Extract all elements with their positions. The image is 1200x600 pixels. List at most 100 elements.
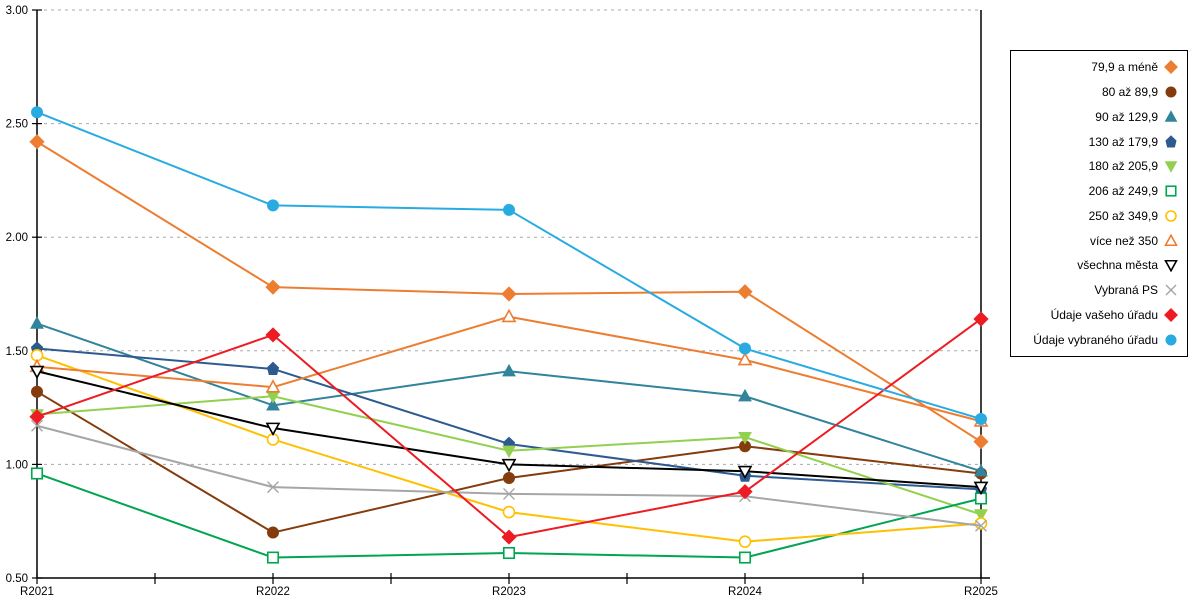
data-point-marker bbox=[737, 465, 753, 480]
x-legend-marker-icon bbox=[1165, 284, 1177, 296]
legend-item: 79,9 a méně bbox=[1011, 60, 1187, 74]
triangle-up-legend-marker-icon bbox=[1164, 233, 1178, 246]
y-tick-label: 0.50 bbox=[6, 573, 28, 585]
data-point-marker bbox=[266, 361, 280, 375]
y-tick-label: 2.00 bbox=[6, 232, 28, 244]
legend-item-label: Vybraná PS bbox=[1094, 283, 1158, 298]
legend-item: 180 až 205,9 bbox=[1011, 159, 1187, 173]
diamond-icon bbox=[1164, 307, 1178, 322]
legend: 79,9 a méně 80 až 89,9 90 až 129,9 130 až 1… bbox=[1010, 50, 1188, 357]
diamond-icon bbox=[1164, 60, 1178, 75]
x-stroke bbox=[31, 419, 43, 432]
triangle-down-legend-marker-icon bbox=[1164, 260, 1178, 273]
data-point-marker bbox=[501, 308, 517, 323]
pentagon-legend-marker-icon bbox=[1165, 134, 1177, 148]
legend-item: Údaje vašeho úřadu bbox=[1011, 308, 1187, 322]
y-tick-label: 2.50 bbox=[6, 119, 28, 131]
circle-legend-marker-icon bbox=[1165, 86, 1177, 98]
data-point-marker bbox=[265, 422, 281, 437]
x-stroke bbox=[975, 519, 987, 532]
legend-item-label: všechna města bbox=[1077, 258, 1158, 273]
data-point-marker bbox=[502, 445, 516, 459]
diamond-legend-marker-icon bbox=[1164, 60, 1178, 75]
data-point-marker bbox=[737, 484, 753, 500]
legend-item: Údaje vybraného úřadu bbox=[1011, 333, 1187, 347]
data-point-marker bbox=[502, 505, 516, 519]
data-point-marker bbox=[267, 481, 279, 494]
data-point-marker bbox=[737, 351, 753, 366]
legend-item: 250 až 349,9 bbox=[1011, 209, 1187, 223]
data-point-marker bbox=[974, 463, 988, 477]
data-point-marker bbox=[973, 434, 989, 450]
data-point-marker bbox=[267, 199, 279, 212]
data-point-marker bbox=[501, 529, 517, 545]
data-point-marker bbox=[265, 327, 281, 343]
legend-item-label: více než 350 bbox=[1089, 233, 1158, 248]
data-point-marker bbox=[265, 379, 281, 393]
legend-item: 80 až 89,9 bbox=[1011, 85, 1187, 99]
x-stroke bbox=[1165, 284, 1177, 296]
data-point-marker bbox=[267, 526, 279, 539]
legend-item: 90 až 129,9 bbox=[1011, 110, 1187, 124]
data-point-marker bbox=[29, 134, 45, 150]
legend-item: 206 až 249,9 bbox=[1011, 184, 1187, 198]
legend-item: všechna města bbox=[1011, 258, 1187, 273]
circle-legend-marker-icon bbox=[1165, 334, 1177, 346]
x-tick-label: R2025 bbox=[964, 586, 998, 598]
diamond-legend-marker-icon bbox=[1164, 307, 1178, 322]
data-point-marker bbox=[29, 365, 45, 380]
data-point-marker bbox=[501, 458, 517, 473]
legend-item-label: 90 až 129,9 bbox=[1095, 109, 1158, 124]
circle-icon bbox=[1165, 86, 1177, 98]
triangle-down-icon bbox=[1164, 260, 1178, 273]
x-stroke bbox=[503, 487, 515, 500]
legend-item-label: 250 až 349,9 bbox=[1088, 208, 1158, 223]
data-point-marker bbox=[265, 279, 281, 295]
triangle-up-legend-marker-icon bbox=[1164, 110, 1178, 122]
legend-item-label: 130 až 179,9 bbox=[1088, 134, 1158, 149]
data-point-marker bbox=[31, 106, 43, 119]
data-point-marker bbox=[974, 509, 988, 522]
square-icon bbox=[1165, 185, 1177, 197]
data-point-marker bbox=[503, 487, 515, 500]
legend-item-label: 80 až 89,9 bbox=[1101, 85, 1158, 100]
legend-item: Vybraná PS bbox=[1011, 283, 1187, 297]
triangle-up-icon bbox=[1164, 233, 1178, 246]
data-point-marker bbox=[31, 419, 43, 432]
x-icon bbox=[1165, 284, 1177, 296]
x-tick-label: R2023 bbox=[492, 586, 526, 598]
legend-item-label: Údaje vybraného úřadu bbox=[1033, 332, 1158, 347]
data-point-marker bbox=[739, 342, 751, 355]
square-legend-marker-icon bbox=[1165, 185, 1177, 197]
data-point-marker bbox=[973, 311, 989, 327]
y-tick-label: 1.50 bbox=[6, 346, 28, 358]
legend-item: 130 až 179,9 bbox=[1011, 135, 1187, 149]
y-tick-label: 3.00 bbox=[6, 5, 28, 17]
legend-item-label: 206 až 249,9 bbox=[1088, 184, 1158, 199]
data-point-marker bbox=[974, 517, 988, 530]
circle-icon bbox=[1165, 334, 1177, 346]
data-point-marker bbox=[266, 397, 280, 411]
data-point-marker bbox=[975, 519, 987, 532]
circle-legend-marker-icon bbox=[1165, 210, 1177, 222]
data-point-marker bbox=[738, 388, 752, 402]
y-tick-label: 1.00 bbox=[6, 459, 28, 471]
legend-item: více než 350 bbox=[1011, 233, 1187, 248]
pentagon-icon bbox=[1165, 134, 1177, 148]
x-stroke bbox=[267, 481, 279, 494]
data-point-marker bbox=[738, 535, 752, 548]
data-point-marker bbox=[503, 203, 515, 216]
data-point-marker bbox=[31, 385, 43, 398]
triangle-down-legend-marker-icon bbox=[1164, 161, 1178, 174]
x-tick-label: R2024 bbox=[728, 586, 762, 598]
data-point-marker bbox=[502, 363, 516, 377]
data-point-marker bbox=[501, 286, 517, 302]
data-point-marker bbox=[738, 431, 752, 445]
data-point-marker bbox=[30, 316, 44, 329]
data-point-marker bbox=[29, 409, 45, 425]
data-point-marker bbox=[503, 472, 515, 485]
data-point-marker bbox=[30, 467, 44, 480]
legend-item-label: Údaje vašeho úřadu bbox=[1050, 307, 1158, 322]
